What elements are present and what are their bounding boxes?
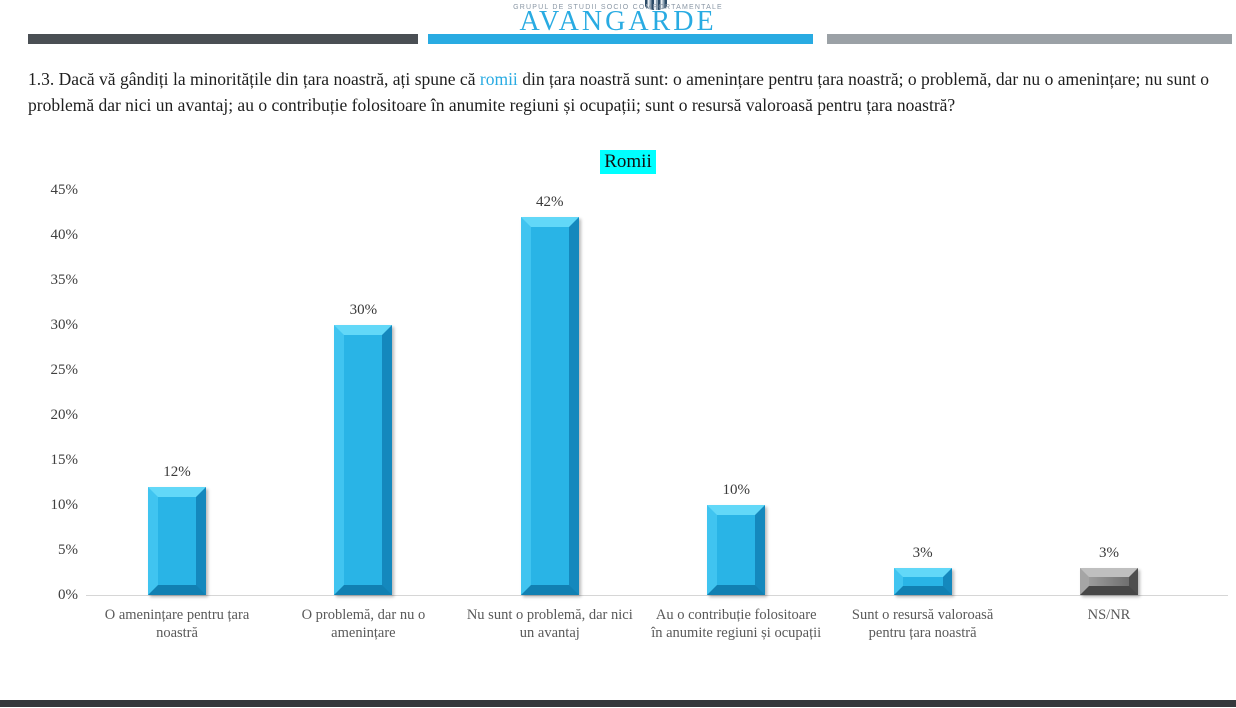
header-bar-blue: [428, 34, 813, 44]
footer-bar: [0, 700, 1236, 707]
logo-tagline: GRUPUL DE STUDII SOCIO COMPORTAMENTALE: [513, 4, 723, 11]
y-axis-tick-label: 20%: [50, 407, 79, 423]
y-axis-tick-label: 45%: [50, 182, 79, 198]
category-label: O amenințare pentru țara noastră: [104, 607, 250, 641]
question-suffix: din țara noastră sunt: o amenințare pent…: [28, 69, 1209, 115]
y-axis-tick-label: 40%: [50, 227, 79, 243]
question-prefix: 1.3. Dacă vă gândiți la minoritățile din…: [28, 69, 480, 89]
bar: [1080, 568, 1138, 595]
bar-value-label: 3%: [1099, 545, 1119, 561]
category-label: Sunt o resursă valoroasă pentru țara noas…: [851, 607, 994, 641]
header-bar-gray: [827, 34, 1232, 44]
bar: [893, 568, 952, 595]
bar: [148, 487, 206, 595]
bar: [334, 325, 393, 595]
bar-value-label: 10%: [722, 482, 750, 498]
header-bar-dark: [28, 34, 418, 44]
y-axis-tick-label: 30%: [50, 317, 79, 333]
bar-value-label: 30%: [349, 302, 378, 318]
y-axis-tick-label: 15%: [50, 452, 79, 468]
x-axis-line: [86, 595, 1228, 596]
y-axis-tick-label: 25%: [50, 362, 79, 378]
bar-value-label: 3%: [912, 545, 933, 561]
chart-title-highlight: Romii: [600, 150, 656, 174]
logo-brand: AVANGARDE: [519, 6, 717, 37]
bar-value-label: 12%: [163, 464, 191, 480]
chart-title: Romii: [0, 150, 1236, 174]
avangarde-emblem-icon: [645, 0, 667, 10]
question-text: 1.3. Dacă vă gândiți la minoritățile din…: [28, 67, 1209, 118]
question-highlight: romii: [479, 69, 518, 89]
category-label: Au o contribuție folositoare în anumite r…: [651, 607, 822, 641]
category-label: Nu sunt o problemă, dar nici un avantaj: [466, 607, 633, 641]
category-label: O problemă, dar nu o amenințare: [301, 607, 426, 641]
y-axis-tick-label: 35%: [50, 272, 79, 288]
y-axis-tick-label: 10%: [50, 497, 79, 513]
category-label: NS/NR: [1087, 607, 1131, 623]
y-axis-tick-label: 0%: [58, 587, 78, 603]
y-axis-tick-label: 5%: [58, 542, 78, 558]
bar: [520, 217, 579, 595]
bar-value-label: 42%: [536, 194, 564, 210]
bar: [707, 505, 766, 595]
